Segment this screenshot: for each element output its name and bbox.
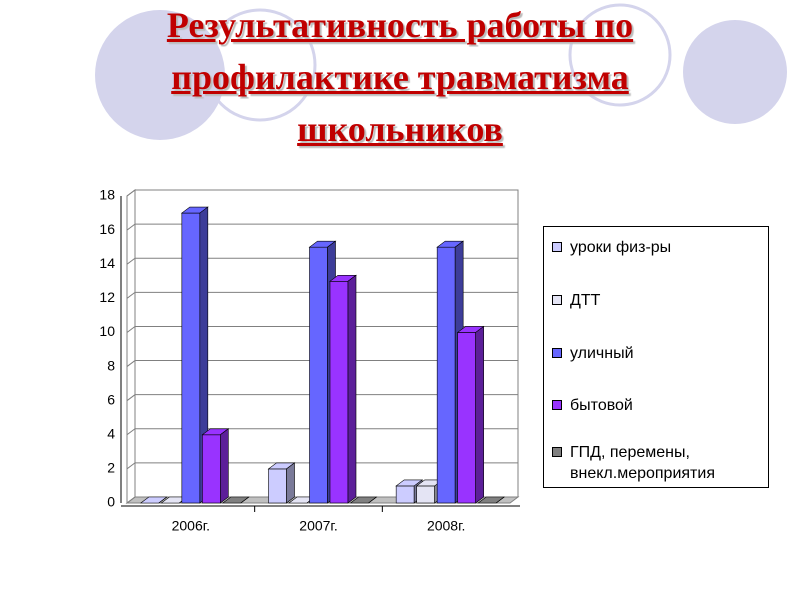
grid-line xyxy=(126,394,518,402)
bar-front xyxy=(457,332,476,504)
legend-item: уроки физ-ры xyxy=(552,237,762,258)
legend-label: бытовой xyxy=(570,397,633,414)
legend-swatch xyxy=(552,400,562,410)
bar-side xyxy=(495,496,505,504)
bar-front xyxy=(436,246,456,504)
legend-swatch xyxy=(552,242,562,252)
y-tick-label: 4 xyxy=(107,425,115,441)
bar-front xyxy=(395,485,415,504)
legend-item: ДТТ xyxy=(552,290,762,311)
bar xyxy=(201,428,230,504)
grid-line xyxy=(126,496,518,504)
bar xyxy=(456,325,485,504)
legend-item: уличный xyxy=(552,343,762,364)
bar-front xyxy=(416,485,435,504)
legend-swatch xyxy=(552,295,562,305)
bar-front xyxy=(268,468,287,504)
grid-line xyxy=(126,462,518,470)
legend-swatch xyxy=(552,447,562,457)
legend-label: уличный xyxy=(570,345,634,362)
y-tick-label: 2 xyxy=(107,460,115,476)
legend-label: ГПД, перемены, внекл.мероприятия xyxy=(570,444,715,482)
bar-side xyxy=(475,325,484,504)
plot-side-wall xyxy=(126,189,136,504)
x-tick-label: 2007г. xyxy=(299,518,337,534)
y-tick-label: 18 xyxy=(99,187,115,203)
x-tick-label: 2008г. xyxy=(427,518,465,534)
bar xyxy=(329,274,357,504)
y-tick-label: 14 xyxy=(99,255,115,271)
legend: уроки физ-ры ДТТ уличный бытовой ГПД, переме… xyxy=(543,226,769,488)
bar-side xyxy=(286,462,295,504)
bar xyxy=(267,462,296,504)
bar-side xyxy=(158,496,168,504)
bar-side xyxy=(347,274,357,504)
grid-line xyxy=(126,360,518,367)
bar xyxy=(180,206,209,504)
y-tick-label: 12 xyxy=(99,289,115,305)
grid-line xyxy=(126,291,518,299)
bar xyxy=(349,496,378,504)
decor-circle xyxy=(683,20,787,124)
legend-label: ДТТ xyxy=(570,292,601,309)
bar xyxy=(477,496,506,504)
grid-line xyxy=(126,223,518,231)
bar-front xyxy=(181,212,201,504)
bar xyxy=(139,496,168,504)
decor-circle xyxy=(95,10,225,140)
x-tick-label: 2006г. xyxy=(172,518,210,534)
title-line: профилактике травматизма xyxy=(171,57,629,97)
title-line: Результативность работы по xyxy=(166,5,634,45)
legend-swatch xyxy=(552,348,562,358)
bar-front xyxy=(202,434,221,504)
decor-circle xyxy=(568,3,672,107)
grid-line xyxy=(126,257,518,265)
grid-line xyxy=(126,428,518,436)
y-tick-label: 10 xyxy=(99,323,115,339)
legend-item: ГПД, перемены, внекл.мероприятия xyxy=(552,442,762,484)
bar-side xyxy=(368,496,377,504)
decor-circle xyxy=(203,8,317,122)
y-tick-label: 0 xyxy=(107,494,115,510)
bar-side xyxy=(240,496,250,504)
y-tick-label: 8 xyxy=(107,357,115,373)
y-tick-label: 6 xyxy=(107,391,115,407)
bar-front xyxy=(309,246,328,504)
legend-label: уроки физ-ры xyxy=(570,239,672,256)
bar-side xyxy=(220,428,229,504)
bar xyxy=(221,496,250,504)
legend-item: бытовой xyxy=(552,395,762,416)
grid-line xyxy=(126,189,518,197)
bar-front xyxy=(329,280,349,504)
grid-line xyxy=(126,325,518,333)
title-line: школьников xyxy=(297,109,503,149)
y-tick-label: 16 xyxy=(99,221,115,237)
